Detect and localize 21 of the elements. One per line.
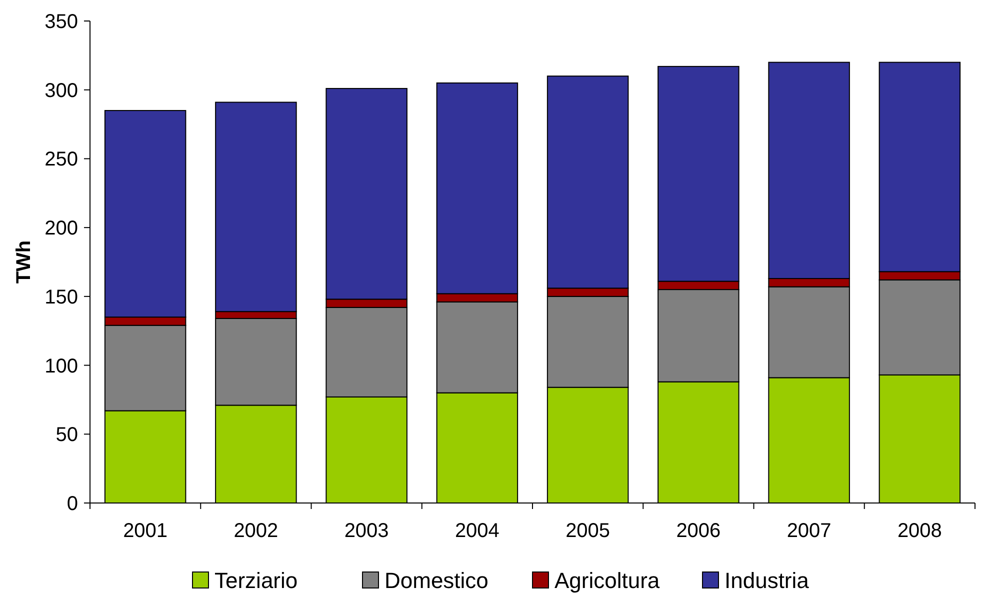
x-tick-label: 2004 [454, 520, 500, 542]
y-tick-label: 350 [44, 11, 78, 33]
x-tick-label: 2005 [566, 520, 610, 542]
x-tick-label: 2007 [786, 520, 832, 542]
legend-label: Agricoltura [554, 568, 660, 593]
legend-label: Industria [724, 568, 810, 593]
y-tick-label: 250 [44, 148, 78, 171]
x-tick-label: 2002 [234, 520, 278, 542]
y-tick-label: 0 [66, 493, 78, 515]
y-tick-label: 300 [44, 80, 78, 102]
x-tick-label: 2006 [676, 520, 721, 542]
legend-label: Domestico [384, 568, 488, 593]
y-axis-title: TWh [13, 240, 35, 284]
y-tick-label: 150 [44, 286, 78, 308]
x-tick-label: 2003 [344, 520, 389, 542]
y-tick-label: 200 [44, 218, 78, 240]
x-tick-label: 2008 [897, 520, 942, 542]
legend-label: Terziario [214, 568, 298, 593]
y-tick-label: 50 [56, 424, 78, 446]
y-tick-label: 100 [44, 355, 78, 378]
x-tick-label: 2001 [123, 520, 168, 542]
